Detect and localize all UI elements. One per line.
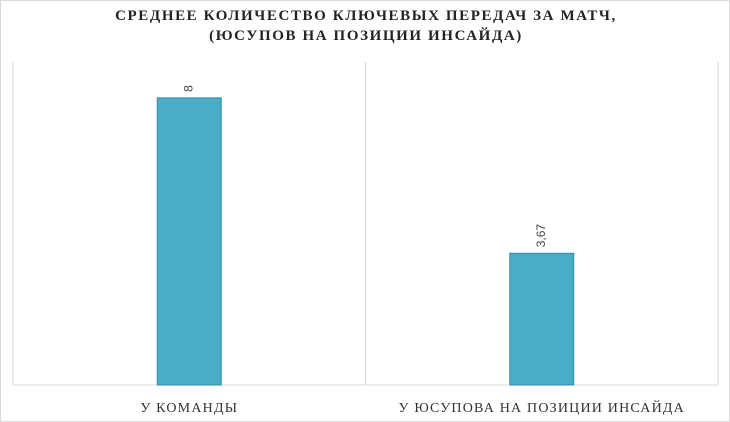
data-label: 8 xyxy=(181,85,195,92)
x-tick-label: У КОМАНДЫ xyxy=(140,401,238,416)
chart-title: (ЮСУПОВ НА ПОЗИЦИИ ИНСАЙДА) xyxy=(209,27,523,44)
chart-title: СРЕДНЕЕ КОЛИЧЕСТВО КЛЮЧЕВЫХ ПЕРЕДАЧ ЗА М… xyxy=(115,8,617,24)
x-tick-label: У ЮСУПОВА НА ПОЗИЦИИ ИНСАЙДА xyxy=(399,399,685,416)
bar xyxy=(156,97,222,386)
data-label: 3,67 xyxy=(534,224,548,248)
bar xyxy=(509,252,575,386)
